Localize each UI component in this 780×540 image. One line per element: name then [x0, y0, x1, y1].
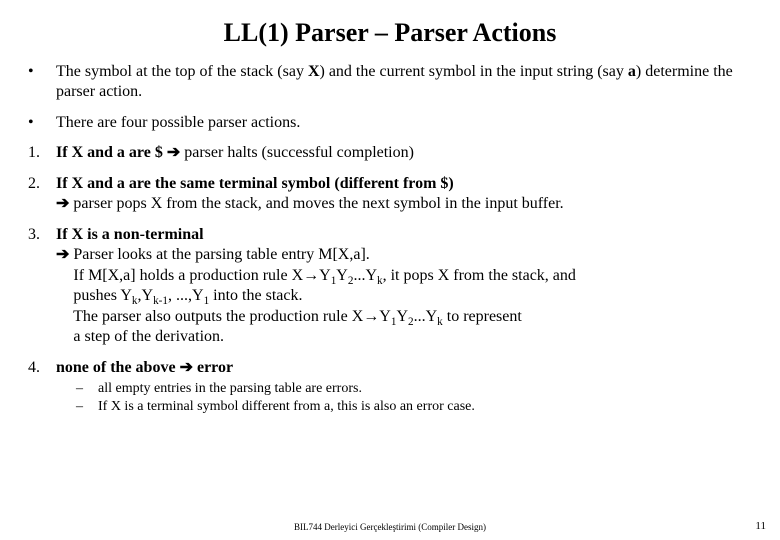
- arrow-icon: ➔: [180, 359, 193, 376]
- text: ...Y: [414, 308, 438, 325]
- text: pushes Y: [73, 287, 132, 304]
- text: none of the above: [56, 359, 180, 376]
- item-4: 4. none of the above ➔ error – all empty…: [28, 358, 752, 417]
- text: If X is a terminal symbol different from…: [98, 398, 475, 416]
- text: If: [56, 175, 72, 192]
- subscript: k-1: [153, 295, 168, 307]
- text: parser pops X from the stack, and moves …: [73, 195, 563, 212]
- text: all empty entries in the parsing table a…: [98, 380, 362, 398]
- arrow-icon: ➔: [56, 195, 73, 212]
- footer-text: BIL744 Derleyici Gerçekleştirimi (Compil…: [0, 522, 780, 532]
- subitem: – all empty entries in the parsing table…: [76, 380, 752, 398]
- item-3: 3. If X is a non-terminal ➔ Parser looks…: [28, 225, 752, 348]
- text: , it pops X from the stack, and: [383, 267, 576, 284]
- var-a: a: [117, 175, 125, 192]
- text: a step of the derivation.: [73, 328, 224, 345]
- arrow-icon: ➔: [56, 246, 73, 263]
- bullet-marker: •: [28, 113, 56, 133]
- text: is a non-terminal: [83, 226, 203, 243]
- arrow-icon: ➔: [163, 144, 184, 161]
- text: are the same terminal symbol (different …: [125, 175, 454, 192]
- text: Y: [379, 308, 391, 325]
- var-x: X: [72, 144, 84, 161]
- bullet-2: • There are four possible parser actions…: [28, 113, 752, 133]
- num-marker: 2.: [28, 174, 56, 215]
- subitem: – If X is a terminal symbol different fr…: [76, 398, 752, 416]
- text: into the stack.: [209, 287, 302, 304]
- text: ) and the current symbol in the input st…: [320, 63, 628, 80]
- num-marker: 4.: [28, 358, 56, 417]
- item-1: 1. If X and a are $ ➔ parser halts (succ…: [28, 143, 752, 163]
- prod-arrow-icon: →: [363, 308, 379, 325]
- content-list: • The symbol at the top of the stack (sa…: [28, 62, 752, 416]
- text: are: [125, 144, 155, 161]
- text: parser halts (successful completion): [184, 144, 414, 161]
- dollar: $: [155, 144, 163, 161]
- text: Parser looks at the parsing table entry …: [73, 246, 369, 263]
- text: Y: [319, 267, 331, 284]
- bullet-content: There are four possible parser actions.: [56, 113, 752, 133]
- num-marker: 1.: [28, 143, 56, 163]
- text: and: [83, 144, 117, 161]
- var-a: a: [628, 63, 636, 80]
- text: Y: [336, 267, 348, 284]
- item-content: If X is a non-terminal ➔ Parser looks at…: [56, 225, 752, 348]
- text: If M[X,a] holds a production rule X: [73, 267, 303, 284]
- text: If: [56, 226, 72, 243]
- item-content: If X and a are $ ➔ parser halts (success…: [56, 143, 752, 163]
- var-x: X: [308, 63, 320, 80]
- text: ,Y: [138, 287, 154, 304]
- prod-arrow-icon: →: [303, 267, 319, 284]
- text: The symbol at the top of the stack (say: [56, 63, 308, 80]
- var-a: a: [117, 144, 125, 161]
- var-x: X: [72, 175, 84, 192]
- text: , ...,Y: [168, 287, 204, 304]
- bullet-1: • The symbol at the top of the stack (sa…: [28, 62, 752, 103]
- text: Y: [396, 308, 408, 325]
- text: to represent: [443, 308, 522, 325]
- page-number: 11: [755, 520, 766, 532]
- text: The parser also outputs the production r…: [73, 308, 363, 325]
- text: and: [83, 175, 117, 192]
- item-2: 2. If X and a are the same terminal symb…: [28, 174, 752, 215]
- text: If: [56, 144, 72, 161]
- text: error: [193, 359, 233, 376]
- bullet-marker: •: [28, 62, 56, 103]
- bullet-content: The symbol at the top of the stack (say …: [56, 62, 752, 103]
- item-content: none of the above ➔ error – all empty en…: [56, 358, 752, 417]
- text: ...Y: [353, 267, 377, 284]
- slide-title: LL(1) Parser – Parser Actions: [28, 18, 752, 48]
- num-marker: 3.: [28, 225, 56, 348]
- dash-marker: –: [76, 380, 98, 398]
- sublist: – all empty entries in the parsing table…: [76, 380, 752, 416]
- item-content: If X and a are the same terminal symbol …: [56, 174, 752, 215]
- dash-marker: –: [76, 398, 98, 416]
- var-x: X: [72, 226, 84, 243]
